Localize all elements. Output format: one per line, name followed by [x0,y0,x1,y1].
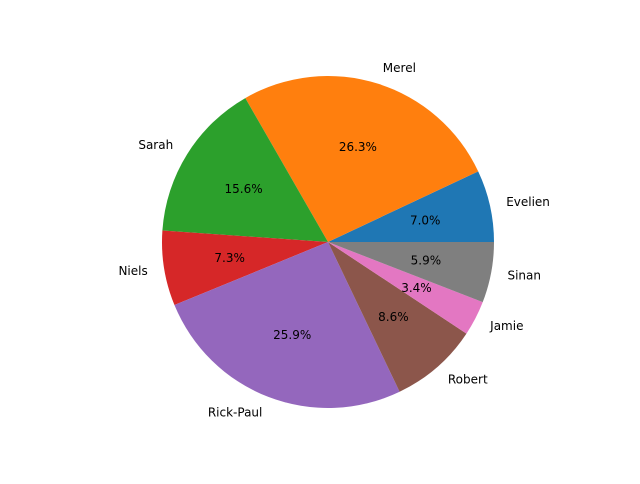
pie-pct-label-rick-paul: 25.9% [273,328,311,342]
pie-slice-sinan [328,242,494,303]
pie-slice-rick-paul [174,242,400,408]
pie-slice-sarah [162,98,328,242]
pie-category-label-jamie: Jamie [489,319,523,333]
pie-category-label-rick-paul: Rick-Paul [208,405,263,419]
pie-category-label-evelien: Evelien [506,195,550,209]
pie-category-label-robert: Robert [448,373,488,387]
pie-slice-evelien [328,171,494,242]
pie-slice-jamie [328,242,483,334]
pie-slice-niels [162,230,328,306]
pie-slice-merel [245,76,479,243]
pie-pct-label-niels: 7.3% [214,251,245,265]
pie-pct-label-jamie: 3.4% [401,281,432,295]
pie-slices [162,76,494,408]
pie-pct-label-sinan: 5.9% [411,253,442,267]
pie-pct-label-merel: 26.3% [339,140,377,154]
pie-pct-label-evelien: 7.0% [410,213,441,227]
pie-category-labels: Evelien Merel Sarah Niels Rick-Paul Robert Jam… [118,61,549,420]
pie-category-label-merel: Merel [383,61,416,75]
pie-category-label-sarah: Sarah [138,138,173,152]
pie-category-label-niels: Niels [118,264,147,278]
pie-pct-label-robert: 8.6% [378,310,409,324]
pie-pct-label-sarah: 15.6% [225,182,263,196]
pie-category-label-sinan: Sinan [507,269,541,283]
pie-slice-robert [328,242,467,392]
pie-percentage-labels: 7.0% 26.3% 15.6% 7.3% 25.9% 8.6% 3.4% 5.9% [214,140,441,342]
